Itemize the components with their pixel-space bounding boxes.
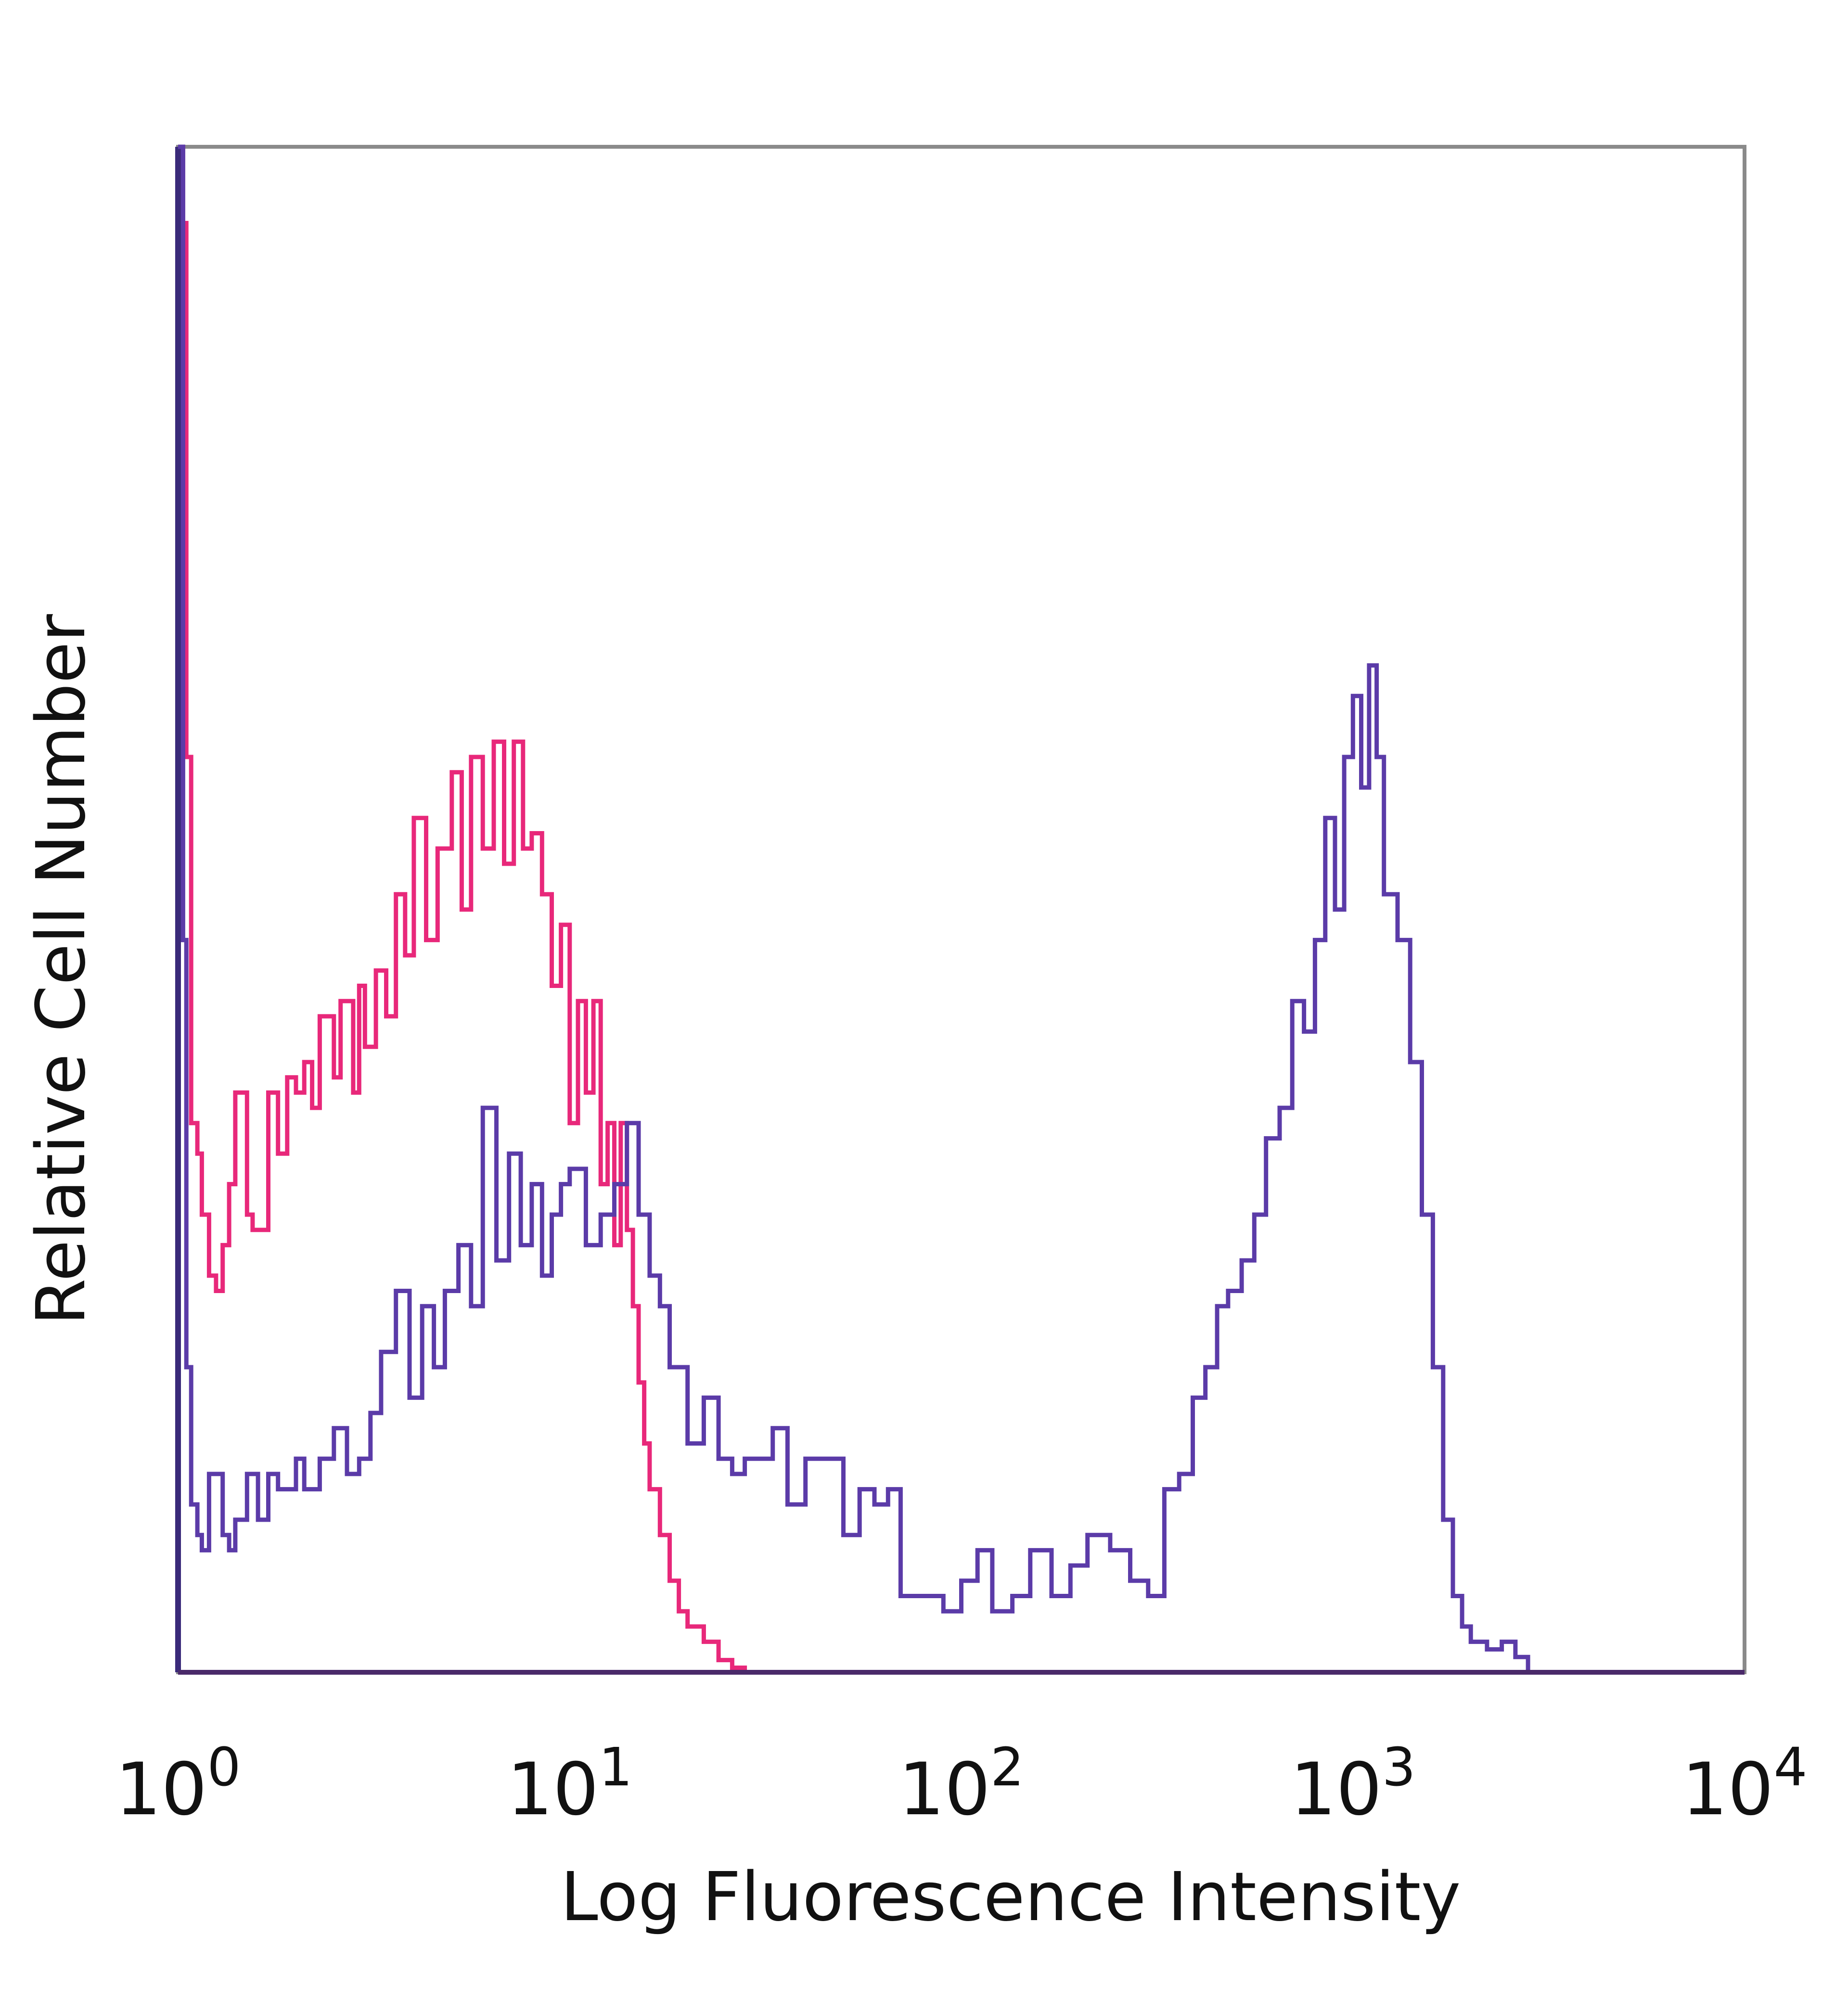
x-tick-labels: 100 101 102 103 104 [116,1736,1808,1832]
series-layer [178,144,1745,1675]
histogram-series-2 [178,144,1745,1675]
y-axis-line [175,147,181,1672]
x-tick-label-0: 100 [116,1736,241,1832]
x-tick-label-3: 103 [1290,1736,1416,1832]
y-axis-label: Relative Cell Number [22,614,101,1325]
x-tick-label-1: 101 [507,1736,632,1832]
x-tick-label-4: 104 [1682,1736,1808,1832]
x-axis-label: Log Fluorescence Intensity [561,1858,1461,1936]
x-tick-label-2: 102 [898,1736,1024,1832]
histogram-series-1 [178,144,1745,1675]
